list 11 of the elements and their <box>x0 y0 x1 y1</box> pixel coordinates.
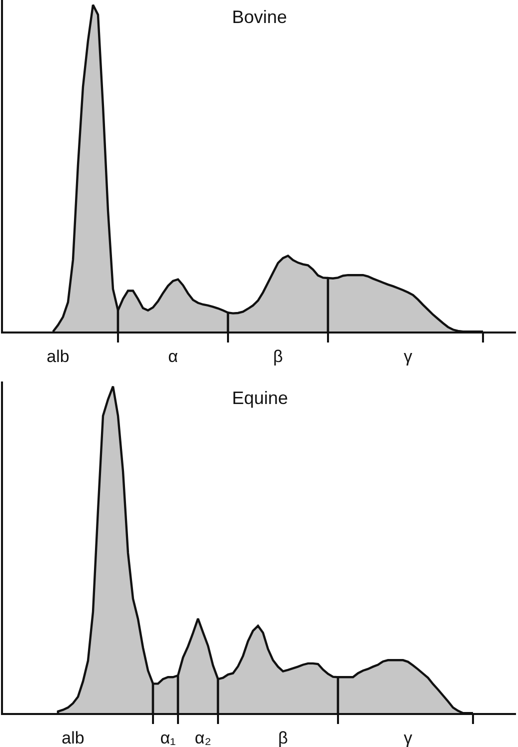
x-tick-label: α <box>168 346 178 366</box>
x-tick-label: α₂ <box>194 728 212 747</box>
x-tick-label: alb <box>62 728 84 747</box>
chart-title: Equine <box>232 388 288 408</box>
x-tick-label: α₁ <box>160 728 176 747</box>
x-tick-label: β <box>273 346 284 366</box>
x-tick-label: γ <box>404 346 413 366</box>
x-tick-label: alb <box>46 346 70 366</box>
chart-title: Bovine <box>232 7 288 27</box>
x-tick-label: γ <box>404 728 413 747</box>
x-tick-label: β <box>278 728 288 747</box>
